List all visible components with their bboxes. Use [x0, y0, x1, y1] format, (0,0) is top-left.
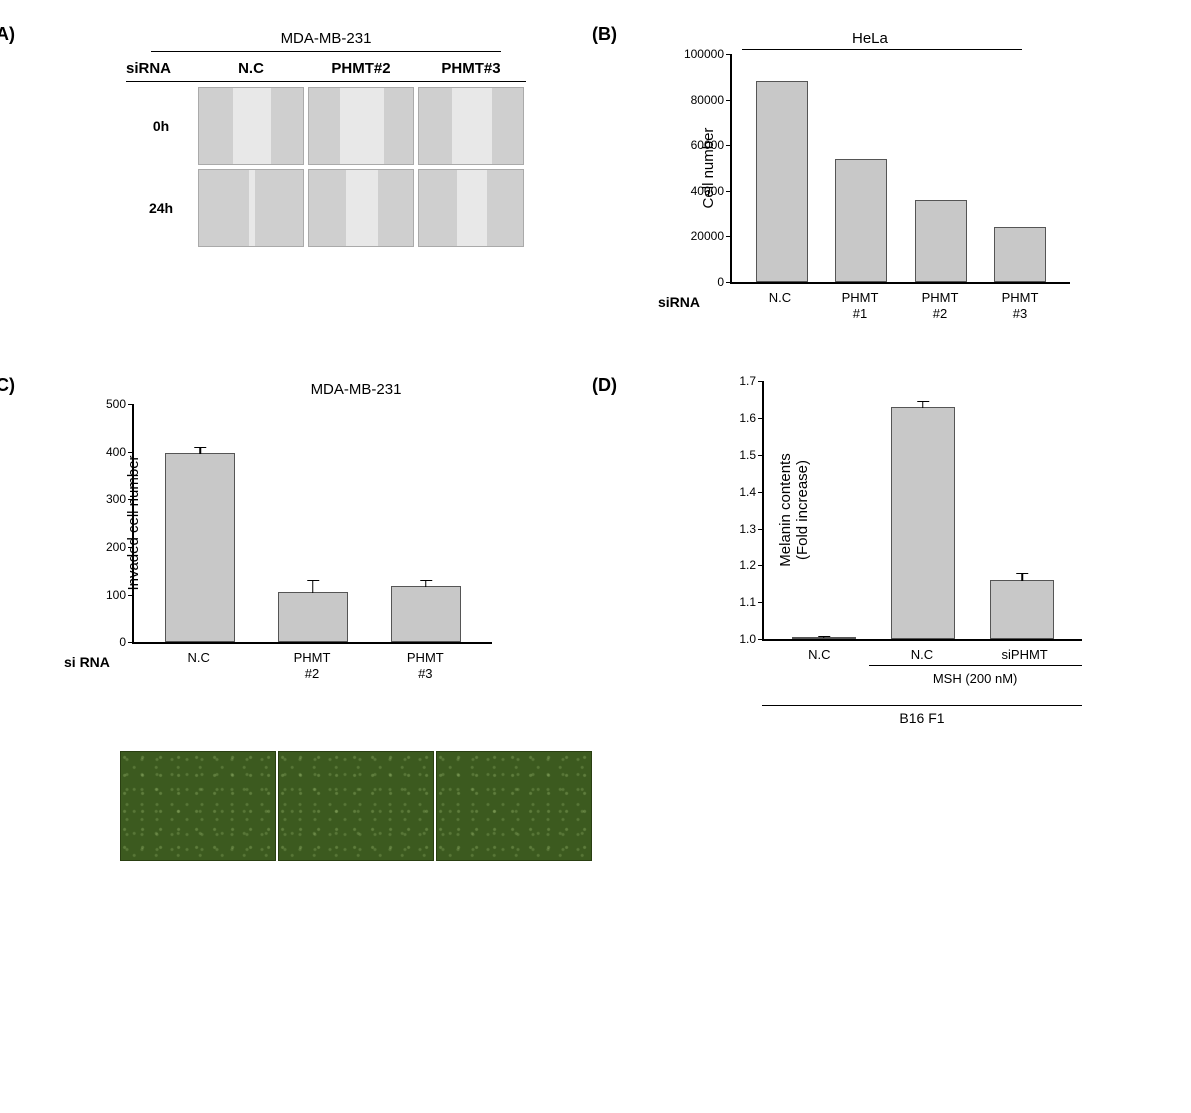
panel-b-xlabel: siRNA: [658, 294, 700, 310]
y-tick: 60000: [691, 138, 724, 152]
panel-a-label: (A): [0, 24, 15, 45]
chart-bar: [891, 407, 955, 639]
panel-d-content: Melanin contents (Fold increase) 1.01.11…: [632, 381, 1161, 726]
wound-image-0h-nc: [198, 87, 304, 165]
y-tick: 1.2: [739, 558, 756, 572]
y-tick: 500: [106, 397, 126, 411]
panel-b: (B) HeLa Cell number 0200004000060000800…: [632, 30, 1161, 321]
panel-a-col-2: PHMT#3: [416, 56, 526, 81]
x-tick: PHMT#2: [282, 650, 342, 681]
y-tick: 1.3: [739, 522, 756, 536]
y-tick: 20000: [691, 229, 724, 243]
panel-a-row-0h: 0h: [126, 85, 196, 167]
panel-b-label: (B): [592, 24, 617, 45]
wound-image-24h-phmt2: [308, 169, 414, 247]
panel-c-bars: [134, 404, 492, 642]
chart-bar: [391, 586, 461, 642]
x-tick: PHMT#2: [910, 290, 970, 321]
panel-c-xlabel: si RNA: [64, 654, 110, 670]
y-tick: 100000: [684, 47, 724, 61]
chart-bar: [165, 453, 235, 642]
wound-image-24h-phmt3: [418, 169, 524, 247]
y-tick: 1.4: [739, 485, 756, 499]
chart-bar: [994, 227, 1046, 282]
chart-bar: [756, 81, 808, 282]
wound-image-0h-phmt3: [418, 87, 524, 165]
panel-b-bars: [732, 54, 1070, 282]
panel-d-treatment-bracket: MSH (200 nM): [762, 665, 1082, 695]
x-tick: N.C: [789, 647, 849, 663]
chart-bar: [835, 159, 887, 282]
wound-image-0h-phmt2: [308, 87, 414, 165]
panel-a-row-24h: 24h: [126, 167, 196, 249]
invasion-image-1: [120, 751, 276, 861]
panel-c-xticks: N.C PHMT#2 PHMT#3: [132, 644, 492, 681]
y-tick: 100: [106, 588, 126, 602]
x-tick: N.C: [892, 647, 952, 663]
invasion-image-3: [436, 751, 592, 861]
x-tick: PHMT#3: [395, 650, 455, 681]
y-tick: 1.5: [739, 448, 756, 462]
panel-d-treatment-label: MSH (200 nM): [933, 671, 1018, 686]
chart-bar: [915, 200, 967, 282]
panel-d: (D) Melanin contents (Fold increase) 1.0…: [632, 381, 1161, 861]
panel-a: (A) MDA-MB-231 siRNA N.C PHMT#2 PHMT#3 0…: [30, 30, 592, 321]
panel-c-chart: Invaded cell number 0100200300400500 si …: [132, 404, 492, 644]
panel-c: (C) MDA-MB-231 Invaded cell number 01002…: [30, 381, 592, 861]
panel-a-title-rule: [151, 51, 501, 52]
panel-c-micrographs: [120, 751, 592, 861]
y-tick: 0: [717, 275, 724, 289]
invasion-image-2: [278, 751, 434, 861]
x-tick: PHMT#1: [830, 290, 890, 321]
panel-a-content: MDA-MB-231 siRNA N.C PHMT#2 PHMT#3 0h 24…: [30, 30, 592, 249]
x-tick: PHMT#3: [990, 290, 1050, 321]
panel-c-cellline: MDA-MB-231: [120, 381, 592, 398]
figure-grid: (A) MDA-MB-231 siRNA N.C PHMT#2 PHMT#3 0…: [30, 30, 1161, 861]
panel-d-label: (D): [592, 375, 617, 396]
y-tick: 40000: [691, 184, 724, 198]
panel-a-col-0: N.C: [196, 56, 306, 81]
panel-a-cellline: MDA-MB-231: [60, 30, 592, 47]
panel-b-content: HeLa Cell number 02000040000600008000010…: [632, 30, 1161, 321]
panel-b-chart: Cell number 020000400006000080000100000 …: [730, 54, 1070, 284]
y-tick: 200: [106, 540, 126, 554]
y-tick: 1.7: [739, 374, 756, 388]
panel-a-rowheader: siRNA: [126, 56, 196, 81]
panel-d-chart: Melanin contents (Fold increase) 1.01.11…: [762, 381, 1082, 641]
y-tick: 1.6: [739, 411, 756, 425]
y-tick: 1.1: [739, 595, 756, 609]
panel-c-content: MDA-MB-231 Invaded cell number 010020030…: [30, 381, 592, 861]
panel-d-cellline: B16 F1: [762, 705, 1082, 726]
panel-b-cellline: HeLa: [852, 30, 1161, 47]
chart-bar: [792, 637, 856, 639]
wound-image-24h-nc: [198, 169, 304, 247]
panel-b-title-rule: [742, 49, 1022, 50]
panel-a-col-1: PHMT#2: [306, 56, 416, 81]
y-tick: 1.0: [739, 632, 756, 646]
panel-a-table: siRNA N.C PHMT#2 PHMT#3 0h 24h: [60, 56, 592, 249]
y-tick: 300: [106, 492, 126, 506]
x-tick: N.C: [169, 650, 229, 681]
panel-c-label: (C): [0, 375, 15, 396]
x-tick: N.C: [750, 290, 810, 321]
y-tick: 80000: [691, 93, 724, 107]
panel-d-xticks: N.C N.C siPHMT: [762, 641, 1082, 663]
x-tick: siPHMT: [995, 647, 1055, 663]
chart-bar: [278, 592, 348, 642]
y-tick: 0: [119, 635, 126, 649]
y-tick: 400: [106, 445, 126, 459]
panel-d-bars: [764, 381, 1082, 639]
chart-bar: [990, 580, 1054, 639]
panel-b-xticks: N.C PHMT#1 PHMT#2 PHMT#3: [730, 284, 1070, 321]
